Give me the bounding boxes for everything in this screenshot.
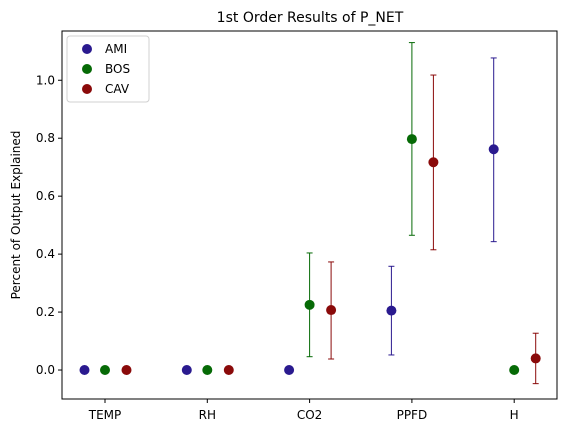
y-tick-label: 0.0	[36, 363, 55, 377]
data-point-cav	[326, 305, 337, 316]
data-point-ami	[181, 365, 192, 376]
y-tick-label: 0.2	[36, 305, 55, 319]
data-point-cav	[121, 365, 132, 376]
data-point-bos	[304, 299, 315, 310]
data-point-ami	[488, 144, 499, 155]
legend: AMI BOS CAV	[66, 35, 150, 103]
data-point-cav	[530, 353, 541, 364]
legend-label: BOS	[105, 62, 130, 76]
y-axis-label: Percent of Output Explained	[9, 131, 23, 300]
y-tick-label: 0.4	[36, 247, 55, 261]
chart-title: 1st Order Results of P_NET	[217, 10, 404, 26]
legend-marker	[82, 64, 92, 74]
data-point-bos	[202, 365, 213, 376]
y-tick-label: 1.0	[36, 73, 55, 87]
legend-label: AMI	[105, 42, 127, 56]
x-tick-label: H	[510, 408, 519, 422]
data-point-cav	[428, 157, 439, 168]
legend-marker	[82, 84, 92, 94]
data-point-ami	[386, 305, 397, 316]
data-point-bos	[406, 134, 417, 145]
y-tick-label: 0.8	[36, 131, 55, 145]
legend-label: CAV	[105, 82, 130, 96]
data-point-ami	[79, 365, 90, 376]
data-point-ami	[284, 365, 295, 376]
legend-marker	[82, 44, 92, 54]
y-tick-label: 0.6	[36, 189, 55, 203]
plot-area	[79, 42, 541, 385]
data-point-bos	[100, 365, 110, 376]
x-tick-label: CO2	[297, 408, 322, 422]
x-tick-label: PPFD	[397, 408, 428, 422]
x-tick-label: RH	[199, 408, 216, 422]
data-point-cav	[223, 365, 234, 376]
data-point-bos	[509, 365, 520, 376]
x-tick-label: TEMP	[88, 408, 122, 422]
